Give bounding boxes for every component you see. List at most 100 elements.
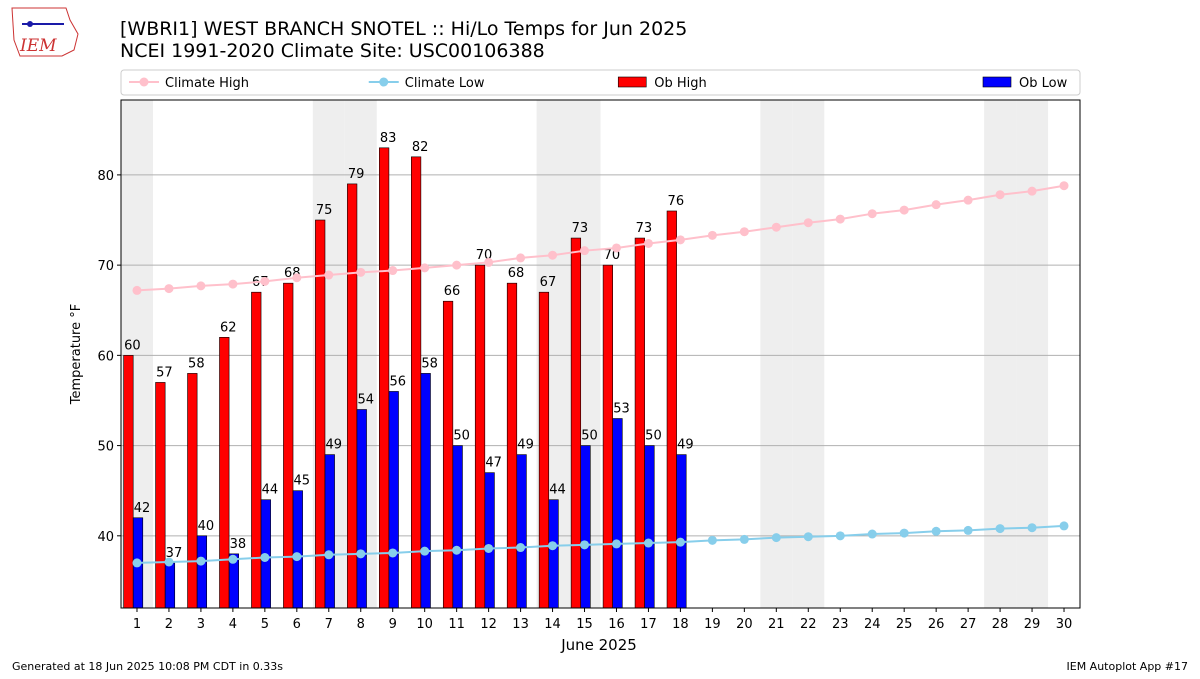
value-label: 37 bbox=[166, 546, 183, 561]
point bbox=[324, 550, 334, 560]
value-label: 73 bbox=[636, 221, 653, 236]
value-label: 49 bbox=[517, 438, 534, 453]
x-tick-label: 6 bbox=[293, 617, 301, 632]
x-tick-label: 9 bbox=[389, 617, 397, 632]
x-tick-label: 14 bbox=[544, 617, 561, 632]
x-tick-label: 15 bbox=[576, 617, 593, 632]
value-label: 49 bbox=[326, 438, 343, 453]
x-tick-label: 28 bbox=[992, 617, 1009, 632]
legend-swatch bbox=[617, 76, 647, 88]
value-label: 67 bbox=[540, 275, 557, 290]
y-tick-label: 80 bbox=[97, 169, 114, 184]
x-tick-label: 7 bbox=[325, 617, 333, 632]
y-tick-label: 60 bbox=[97, 349, 114, 364]
x-tick-label: 29 bbox=[1024, 617, 1041, 632]
point bbox=[420, 546, 430, 556]
point bbox=[132, 558, 142, 568]
point bbox=[867, 529, 877, 539]
value-label: 44 bbox=[262, 483, 279, 498]
bar bbox=[506, 282, 518, 609]
bar bbox=[452, 445, 463, 609]
bar bbox=[388, 391, 399, 609]
value-label: 53 bbox=[613, 402, 630, 417]
bar bbox=[580, 445, 591, 609]
point bbox=[707, 230, 717, 240]
point bbox=[995, 524, 1005, 534]
point bbox=[835, 214, 845, 224]
bar bbox=[538, 291, 550, 609]
value-label: 83 bbox=[380, 131, 397, 146]
point bbox=[803, 218, 813, 228]
legend-swatch bbox=[982, 76, 1012, 88]
bar bbox=[570, 237, 582, 609]
x-tick-label: 12 bbox=[480, 617, 497, 632]
legend-marker bbox=[139, 77, 149, 87]
x-tick-label: 4 bbox=[229, 617, 237, 632]
point bbox=[260, 276, 270, 286]
point bbox=[196, 556, 206, 566]
value-label: 68 bbox=[508, 266, 525, 281]
point bbox=[739, 534, 749, 544]
weekend-shade bbox=[792, 100, 825, 608]
point bbox=[324, 270, 334, 280]
point bbox=[803, 532, 813, 542]
point bbox=[643, 538, 653, 548]
x-tick-label: 24 bbox=[864, 617, 881, 632]
value-label: 75 bbox=[316, 203, 333, 218]
bar bbox=[315, 219, 326, 609]
bar bbox=[420, 373, 431, 609]
point bbox=[707, 535, 717, 545]
value-label: 66 bbox=[444, 284, 461, 299]
logo-text: IEM bbox=[19, 36, 57, 56]
value-label: 40 bbox=[198, 519, 215, 534]
point bbox=[292, 273, 302, 283]
x-tick-label: 3 bbox=[197, 617, 205, 632]
value-label: 56 bbox=[389, 374, 406, 389]
footer-left: Generated at 18 Jun 2025 10:08 PM CDT in… bbox=[12, 660, 283, 673]
value-label: 54 bbox=[357, 392, 374, 407]
x-tick-label: 22 bbox=[800, 617, 817, 632]
point bbox=[516, 253, 526, 263]
point bbox=[580, 540, 590, 550]
value-label: 58 bbox=[421, 356, 438, 371]
point bbox=[675, 235, 685, 245]
logo-dot bbox=[27, 21, 33, 27]
bar bbox=[634, 237, 645, 609]
point bbox=[484, 543, 494, 553]
bar bbox=[164, 562, 176, 609]
x-tick-label: 30 bbox=[1056, 617, 1073, 632]
logo-outline bbox=[11, 7, 79, 57]
bar bbox=[196, 535, 208, 609]
point bbox=[356, 267, 366, 277]
point bbox=[292, 552, 302, 562]
bar bbox=[516, 454, 527, 609]
point bbox=[260, 552, 270, 562]
value-label: 47 bbox=[485, 456, 502, 471]
y-tick-label: 40 bbox=[97, 530, 114, 545]
point bbox=[611, 539, 621, 549]
x-tick-label: 13 bbox=[512, 617, 529, 632]
point bbox=[420, 263, 430, 273]
point bbox=[228, 554, 238, 564]
bar bbox=[442, 300, 454, 609]
point bbox=[995, 190, 1005, 200]
value-label: 73 bbox=[572, 221, 589, 236]
weekend-shade bbox=[984, 100, 1017, 608]
x-tick-label: 26 bbox=[928, 617, 945, 632]
bar bbox=[379, 147, 390, 609]
bar bbox=[474, 264, 486, 609]
bar bbox=[219, 337, 230, 609]
line bbox=[136, 184, 1065, 292]
x-tick-label: 11 bbox=[448, 617, 465, 632]
x-tick-label: 23 bbox=[832, 617, 849, 632]
point bbox=[739, 227, 749, 237]
bar bbox=[644, 445, 655, 609]
point bbox=[548, 250, 558, 260]
bar bbox=[666, 210, 677, 609]
bar bbox=[484, 472, 495, 609]
value-label: 44 bbox=[549, 483, 566, 498]
weekend-shade bbox=[760, 100, 793, 608]
point bbox=[356, 549, 366, 559]
point bbox=[611, 243, 621, 253]
point bbox=[1059, 181, 1069, 191]
